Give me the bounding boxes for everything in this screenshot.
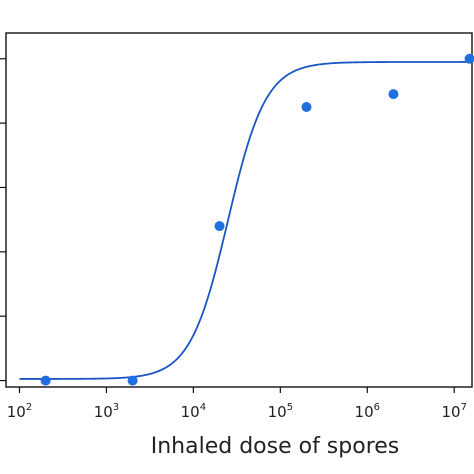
x-axis-title: Inhaled dose of spores xyxy=(151,434,400,459)
data-points xyxy=(40,53,474,386)
x-tick-label: 105 xyxy=(268,402,293,421)
data-point xyxy=(464,53,474,64)
x-tick-label: 107 xyxy=(442,402,467,421)
x-tick-label: 104 xyxy=(181,402,206,421)
data-point xyxy=(388,89,399,100)
x-axis-ticks: 102 103 104 105 106 107 xyxy=(7,387,467,421)
fit-curve xyxy=(19,61,472,380)
data-point xyxy=(301,102,312,113)
y-axis-ticks xyxy=(0,58,6,382)
x-tick-label: 106 xyxy=(355,402,380,421)
data-point xyxy=(40,375,51,386)
plot-area: 102 103 104 105 106 107 xyxy=(0,32,474,421)
data-point xyxy=(214,221,225,232)
x-tick-label: 102 xyxy=(7,402,32,421)
data-point xyxy=(127,375,138,386)
plot-frame xyxy=(5,32,473,388)
x-tick-label: 103 xyxy=(94,402,119,421)
